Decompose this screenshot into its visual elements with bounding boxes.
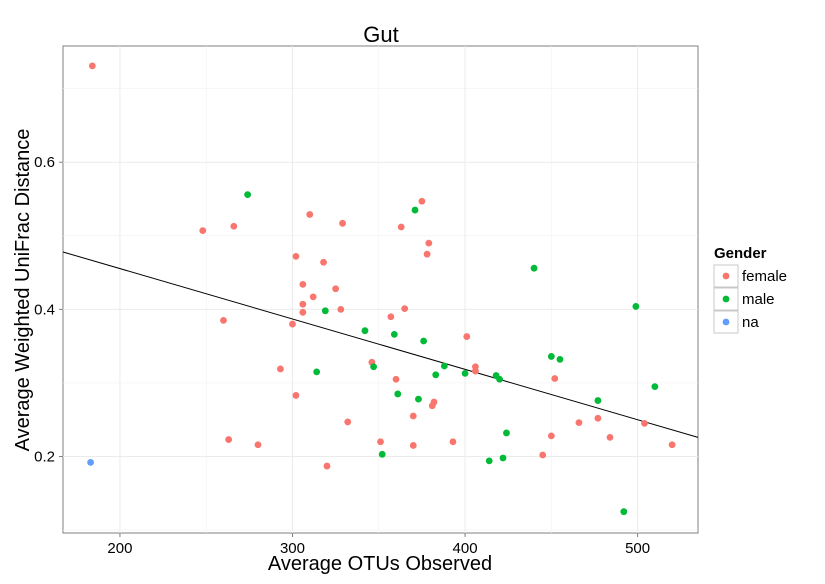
y-tick-label: 0.6 xyxy=(34,154,55,171)
point-female xyxy=(668,441,676,449)
y-tick-label: 0.4 xyxy=(34,301,55,318)
point-male xyxy=(432,371,440,379)
point-male xyxy=(530,264,538,272)
point-female xyxy=(539,451,547,459)
point-female xyxy=(230,222,238,230)
point-female xyxy=(339,219,346,227)
point-female xyxy=(606,433,614,441)
point-female xyxy=(418,197,426,205)
legend-marker-na xyxy=(722,318,730,326)
point-female xyxy=(337,305,345,313)
point-female xyxy=(306,211,314,218)
chart-title: Gut xyxy=(363,22,398,47)
point-male xyxy=(394,390,402,398)
point-female xyxy=(423,250,431,258)
point-male xyxy=(415,395,422,403)
x-axis-ticks: 200 300 400 500 xyxy=(107,533,650,557)
point-female xyxy=(430,398,438,406)
point-female xyxy=(397,223,405,231)
trend-line xyxy=(62,251,699,438)
point-female xyxy=(88,62,96,70)
grid-minor xyxy=(63,46,698,533)
point-na xyxy=(87,458,95,466)
point-female xyxy=(392,375,400,383)
point-female xyxy=(575,419,583,427)
point-female xyxy=(401,305,409,313)
point-male xyxy=(547,353,555,360)
plot-panel xyxy=(62,45,699,534)
data-points xyxy=(87,62,676,516)
point-female xyxy=(332,285,340,293)
point-male xyxy=(556,355,564,363)
point-male xyxy=(321,307,329,315)
point-female xyxy=(547,432,555,440)
point-male xyxy=(594,397,602,404)
point-female xyxy=(409,442,417,449)
legend-marker-female xyxy=(722,272,730,280)
x-tick-label: 200 xyxy=(107,540,132,557)
point-female xyxy=(409,412,417,420)
legend-label-female: female xyxy=(742,268,787,285)
point-female xyxy=(299,300,307,308)
grid-major xyxy=(63,46,698,533)
point-female xyxy=(377,438,384,446)
point-male xyxy=(632,303,640,310)
legend-marker-male xyxy=(722,295,730,303)
point-female xyxy=(254,441,262,449)
point-female xyxy=(449,438,457,446)
x-tick-label: 300 xyxy=(280,540,305,557)
point-female xyxy=(641,419,648,427)
point-female xyxy=(292,392,300,399)
y-axis-title: Average Weighted UniFrac Distance xyxy=(12,129,34,452)
point-female xyxy=(472,367,479,375)
point-female xyxy=(320,258,327,266)
point-female xyxy=(463,333,471,340)
point-male xyxy=(485,457,493,465)
point-male xyxy=(651,383,659,391)
legend-label-male: male xyxy=(742,291,775,308)
point-male xyxy=(499,454,507,462)
point-female xyxy=(225,436,233,443)
trend-line-group xyxy=(62,251,699,438)
point-male xyxy=(361,327,369,335)
legend: Gender female male na xyxy=(713,245,787,334)
point-female xyxy=(551,375,559,382)
point-female xyxy=(323,462,331,470)
y-axis-ticks: 0.2 0.4 0.6 xyxy=(34,154,63,465)
point-male xyxy=(420,337,428,345)
x-axis-title: Average OTUs Observed xyxy=(268,553,492,575)
point-female xyxy=(199,227,207,235)
point-male xyxy=(244,191,252,199)
point-female xyxy=(299,280,307,288)
point-female xyxy=(277,365,284,373)
point-female xyxy=(292,252,300,260)
point-female xyxy=(387,313,395,321)
point-male xyxy=(370,363,377,371)
x-tick-label: 400 xyxy=(453,540,478,557)
point-female xyxy=(344,418,352,426)
point-male xyxy=(461,369,469,377)
point-male xyxy=(378,450,386,458)
point-female xyxy=(425,239,433,247)
point-female xyxy=(594,414,602,422)
y-tick-label: 0.2 xyxy=(34,448,55,465)
point-male xyxy=(390,330,398,338)
legend-label-na: na xyxy=(742,314,759,331)
point-male xyxy=(440,362,448,370)
point-female xyxy=(309,293,317,301)
point-female xyxy=(289,320,296,328)
point-male xyxy=(496,375,503,383)
point-female xyxy=(299,308,307,316)
point-male xyxy=(503,429,510,437)
point-male xyxy=(313,368,321,376)
point-female xyxy=(220,316,227,324)
legend-title: Gender xyxy=(714,245,767,262)
point-male xyxy=(411,206,419,214)
point-male xyxy=(620,508,628,516)
x-tick-label: 500 xyxy=(625,540,650,557)
